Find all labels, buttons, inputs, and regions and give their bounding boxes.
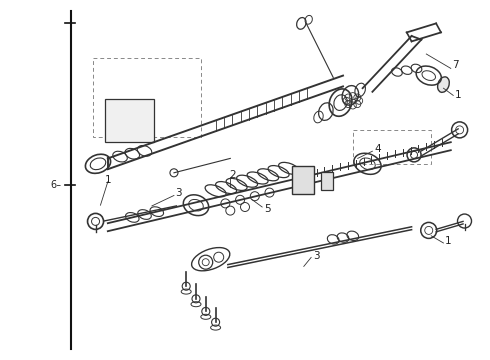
Ellipse shape (438, 77, 449, 93)
FancyBboxPatch shape (105, 99, 154, 142)
Text: 2: 2 (229, 170, 236, 180)
Text: 7: 7 (452, 60, 459, 70)
Text: 1: 1 (104, 175, 111, 185)
FancyBboxPatch shape (292, 166, 314, 194)
Text: 1: 1 (455, 90, 462, 100)
Text: 1: 1 (445, 236, 452, 246)
FancyBboxPatch shape (321, 172, 333, 190)
Text: 4: 4 (374, 144, 381, 154)
Text: 6–: 6– (50, 180, 61, 190)
Text: 3: 3 (175, 188, 182, 198)
Text: 3: 3 (313, 251, 319, 261)
Text: 5: 5 (264, 204, 270, 214)
